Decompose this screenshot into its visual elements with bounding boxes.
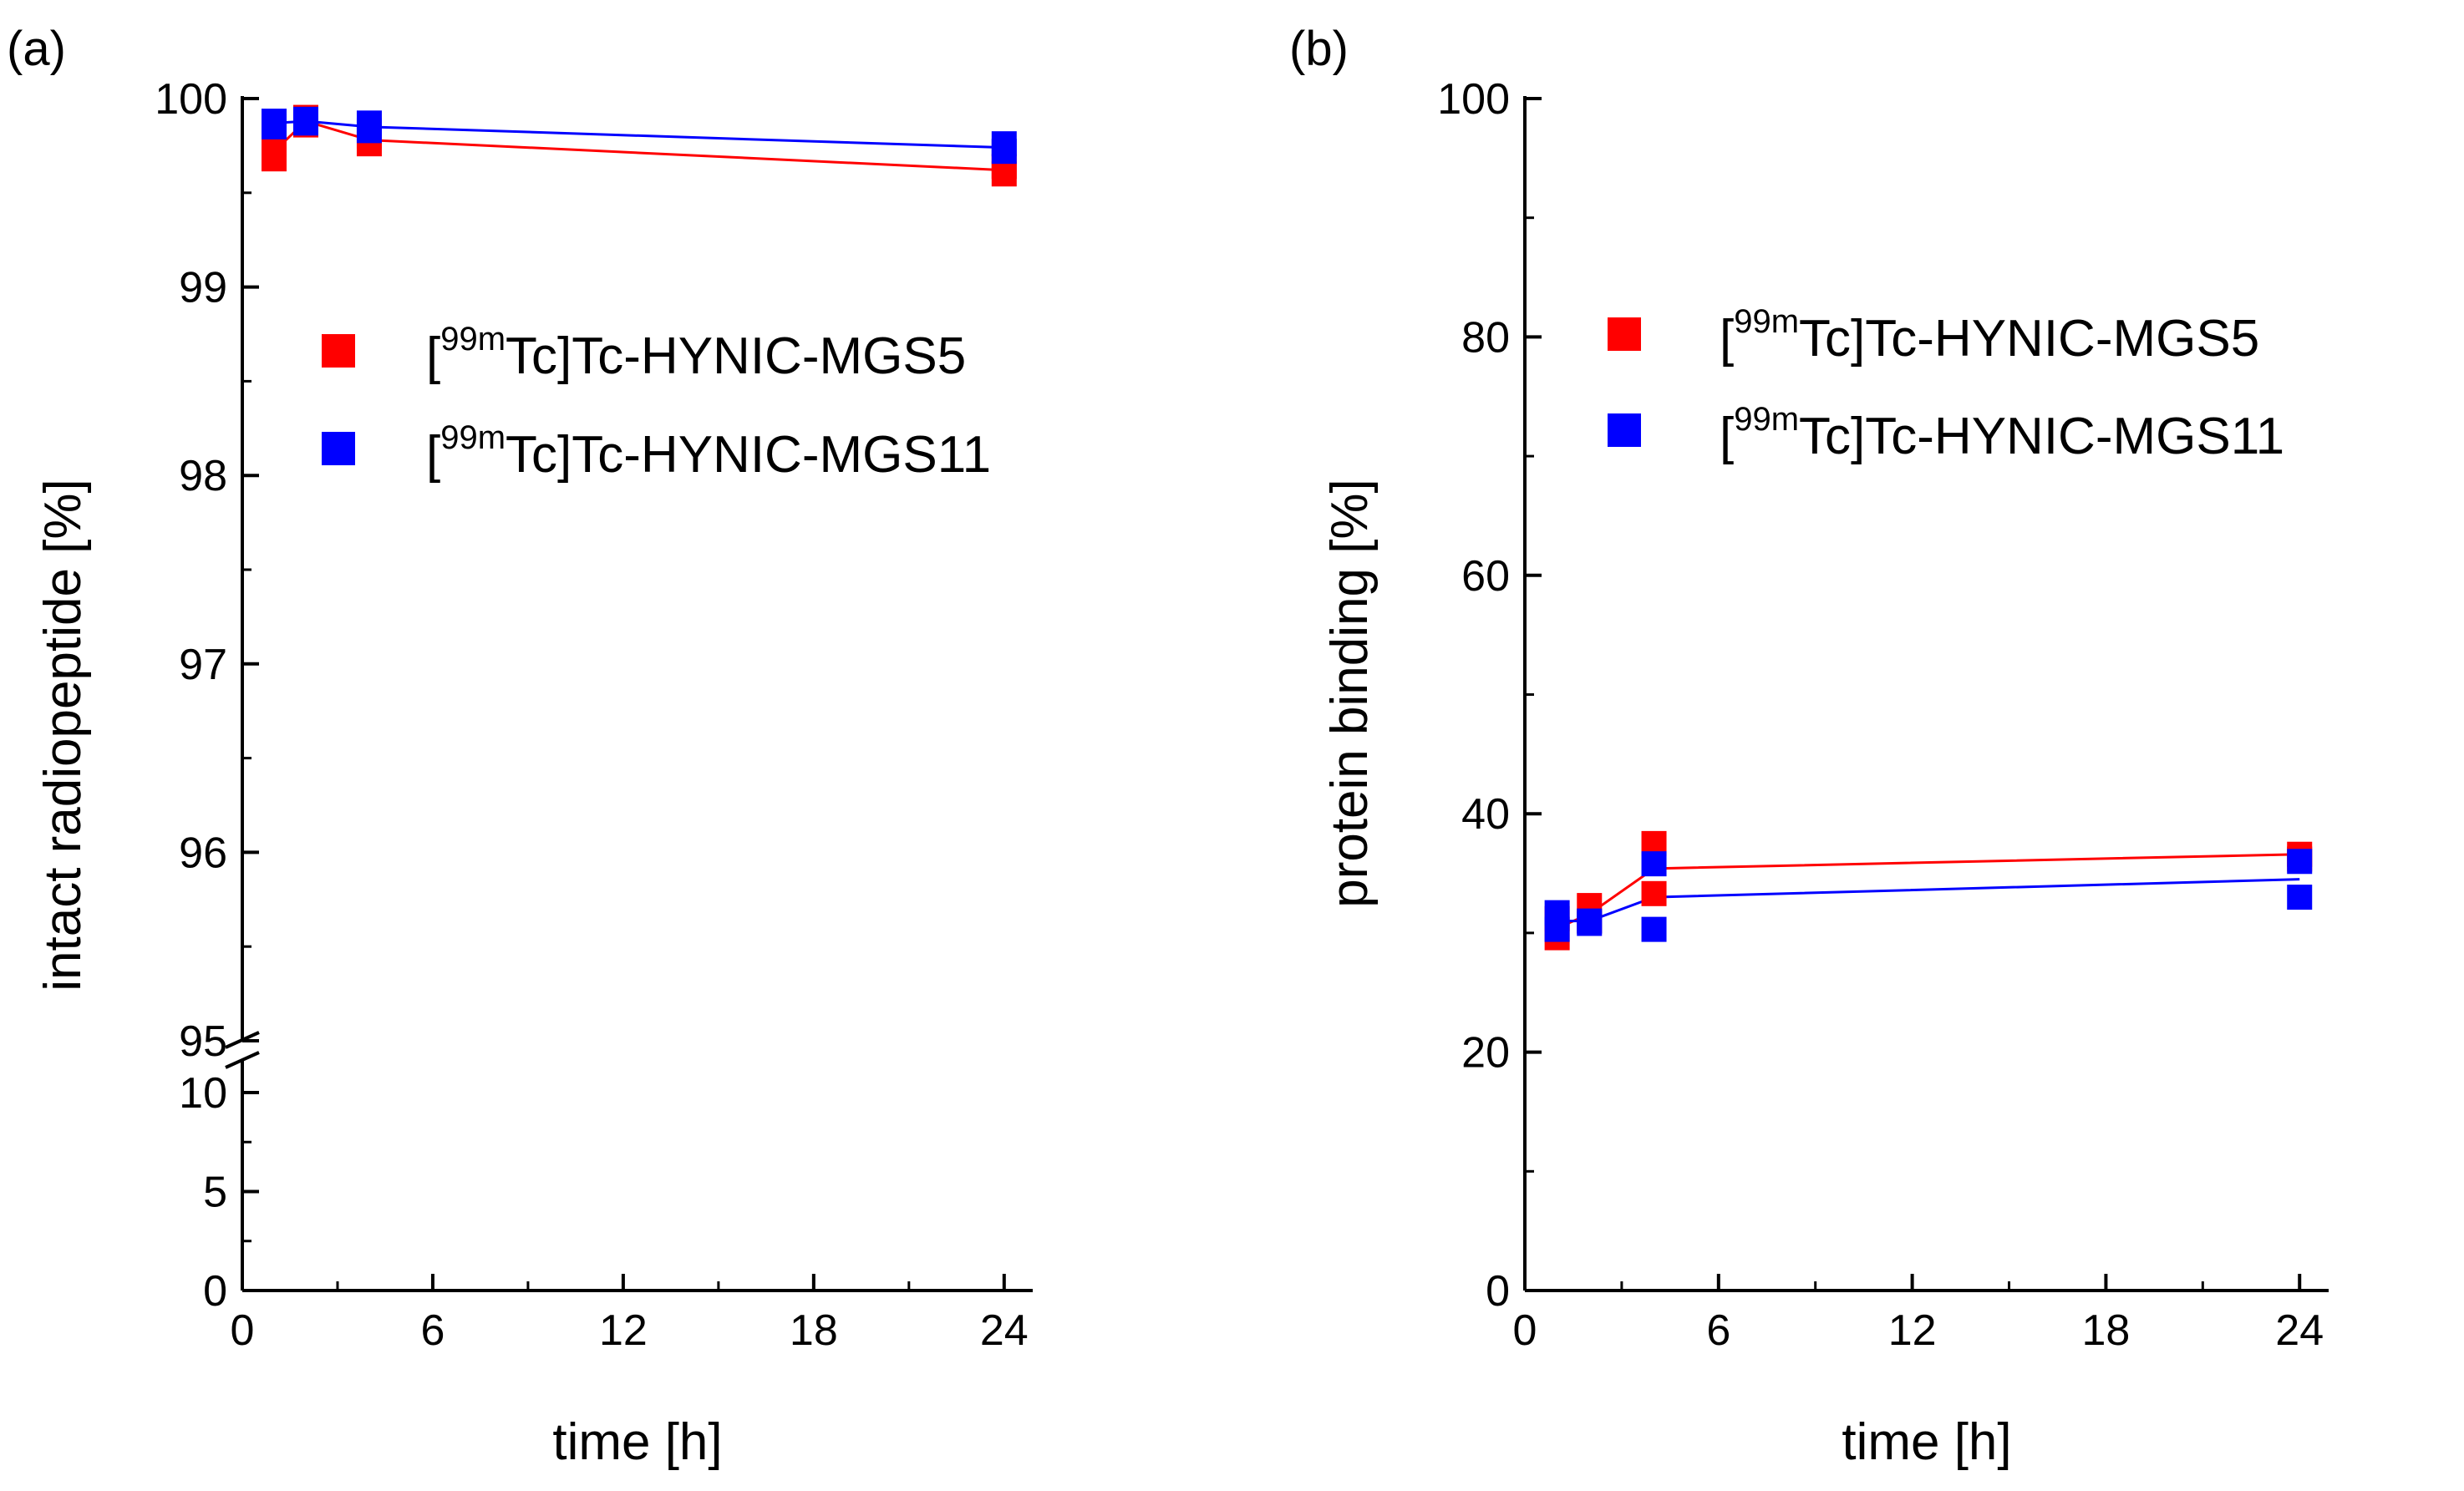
- panel-a-y-tick-label: 5: [203, 1169, 227, 1217]
- panel-a-data-points: [261, 104, 1017, 187]
- panel-a-legend: [99mTc]Tc-HYNIC-MGS5 [99mTc]Tc-HYNIC-MGS…: [322, 321, 991, 484]
- panel-a-x-tick-label: 18: [790, 1306, 838, 1355]
- panel-a-x-tick-label: 12: [599, 1306, 648, 1355]
- panel-b-point-99mtc-tc-hynic-mgs5: [1641, 880, 1667, 906]
- panel-a-y-tick-label: 10: [179, 1069, 227, 1118]
- panel-b-y-tick-label: 40: [1461, 790, 1510, 839]
- panel-a-mean-line-99mtc-tc-hynic-mgs11: [273, 119, 1004, 150]
- panel-a-y-tick-label: 97: [179, 641, 227, 689]
- panel-b-label: (b): [1289, 22, 1349, 76]
- panel-b: (b) 0 20 40 60 80 100 0 6 12 18 24 time [h] prote…: [1289, 22, 2329, 1471]
- panel-a-x-axis-title: time [h]: [552, 1413, 722, 1471]
- panel-b-point-99mtc-tc-hynic-mgs11: [1544, 900, 1570, 926]
- panel-b-x-tick-label: 6: [1706, 1306, 1730, 1355]
- panel-b-legend-marker-mgs11: [1608, 413, 1641, 447]
- panel-b-point-99mtc-tc-hynic-mgs11: [1641, 916, 1667, 942]
- panel-a-axes: [241, 96, 1033, 1292]
- panel-b-x-ticks: 0 6 12 18 24: [1513, 1274, 2324, 1355]
- panel-a-legend-label-mgs5: [99mTc]Tc-HYNIC-MGS5: [426, 321, 966, 385]
- panel-a-mean-line-99mtc-tc-hynic-mgs5: [272, 119, 1004, 172]
- panel-b-point-99mtc-tc-hynic-mgs11: [2287, 849, 2313, 875]
- panel-a-y-tick-label: 96: [179, 829, 227, 877]
- panel-a-point-99mtc-tc-hynic-mgs11: [261, 109, 287, 134]
- panel-b-mean-lines: [1557, 853, 2300, 930]
- panel-b-legend-label-mgs11: [99mTc]Tc-HYNIC-MGS11: [1720, 401, 2284, 465]
- panel-a-mean-lines: [272, 119, 1004, 172]
- panel-a-point-99mtc-tc-hynic-mgs11: [991, 131, 1017, 157]
- panel-a-y-tick-label: 95: [179, 1017, 227, 1066]
- panel-b-point-99mtc-tc-hynic-mgs11: [1641, 851, 1667, 877]
- panel-a-y-tick-label: 0: [203, 1267, 227, 1316]
- panel-a-point-99mtc-tc-hynic-mgs11: [356, 110, 382, 136]
- panel-b-y-tick-label: 100: [1437, 75, 1510, 124]
- panel-b-mean-line-99mtc-tc-hynic-mgs11: [1557, 878, 2300, 923]
- panel-a-point-99mtc-tc-hynic-mgs11: [292, 106, 318, 132]
- panel-b-x-tick-label: 24: [2275, 1306, 2324, 1355]
- panel-b-point-99mtc-tc-hynic-mgs11: [1577, 910, 1603, 936]
- panel-b-legend: [99mTc]Tc-HYNIC-MGS5 [99mTc]Tc-HYNIC-MGS…: [1608, 303, 2284, 465]
- panel-b-y-tick-label: 60: [1461, 552, 1510, 601]
- panel-a-y-tick-label: 100: [155, 75, 227, 124]
- panel-a-x-tick-label: 24: [980, 1306, 1029, 1355]
- panel-b-legend-label-mgs5: [99mTc]Tc-HYNIC-MGS5: [1720, 303, 2259, 368]
- panel-a-legend-marker-mgs5: [322, 334, 355, 368]
- panel-a-y-tick-label: 99: [179, 264, 227, 312]
- panel-b-y-tick-label: 0: [1486, 1267, 1510, 1316]
- panel-a-x-tick-label: 0: [231, 1306, 255, 1355]
- panel-a-legend-marker-mgs11: [322, 432, 355, 465]
- panel-a-legend-label-mgs11: [99mTc]Tc-HYNIC-MGS11: [426, 419, 991, 484]
- panel-a-label: (a): [7, 22, 66, 76]
- panel-a-x-tick-label: 6: [420, 1306, 445, 1355]
- panel-b-point-99mtc-tc-hynic-mgs11: [2287, 885, 2313, 910]
- panel-b-y-ticks: 0 20 40 60 80 100: [1437, 75, 1542, 1316]
- panel-b-x-tick-label: 18: [2081, 1306, 2130, 1355]
- panel-a-y-ticks: 95 96 97 98 99 100 0 5 10: [155, 75, 259, 1316]
- panel-b-x-tick-label: 0: [1513, 1306, 1537, 1355]
- panel-b-y-tick-label: 20: [1461, 1029, 1510, 1078]
- panel-b-mean-line-99mtc-tc-hynic-mgs5: [1557, 853, 2300, 930]
- panel-b-legend-marker-mgs5: [1608, 317, 1641, 351]
- panel-a-x-ticks: 0 6 12 18 24: [231, 1274, 1029, 1355]
- panel-b-y-axis-title: protein binding [%]: [1321, 479, 1379, 908]
- panel-b-y-tick-label: 80: [1461, 313, 1510, 362]
- panel-b-x-axis-title: time [h]: [1842, 1413, 2011, 1471]
- panel-a-y-axis-title: intact radiopeptide [%]: [34, 479, 92, 991]
- panel-b-data-points: [1544, 830, 2313, 951]
- panel-b-axes: [1523, 96, 2329, 1292]
- panel-b-x-tick-label: 12: [1888, 1306, 1937, 1355]
- panel-a-y-tick-label: 98: [179, 452, 227, 500]
